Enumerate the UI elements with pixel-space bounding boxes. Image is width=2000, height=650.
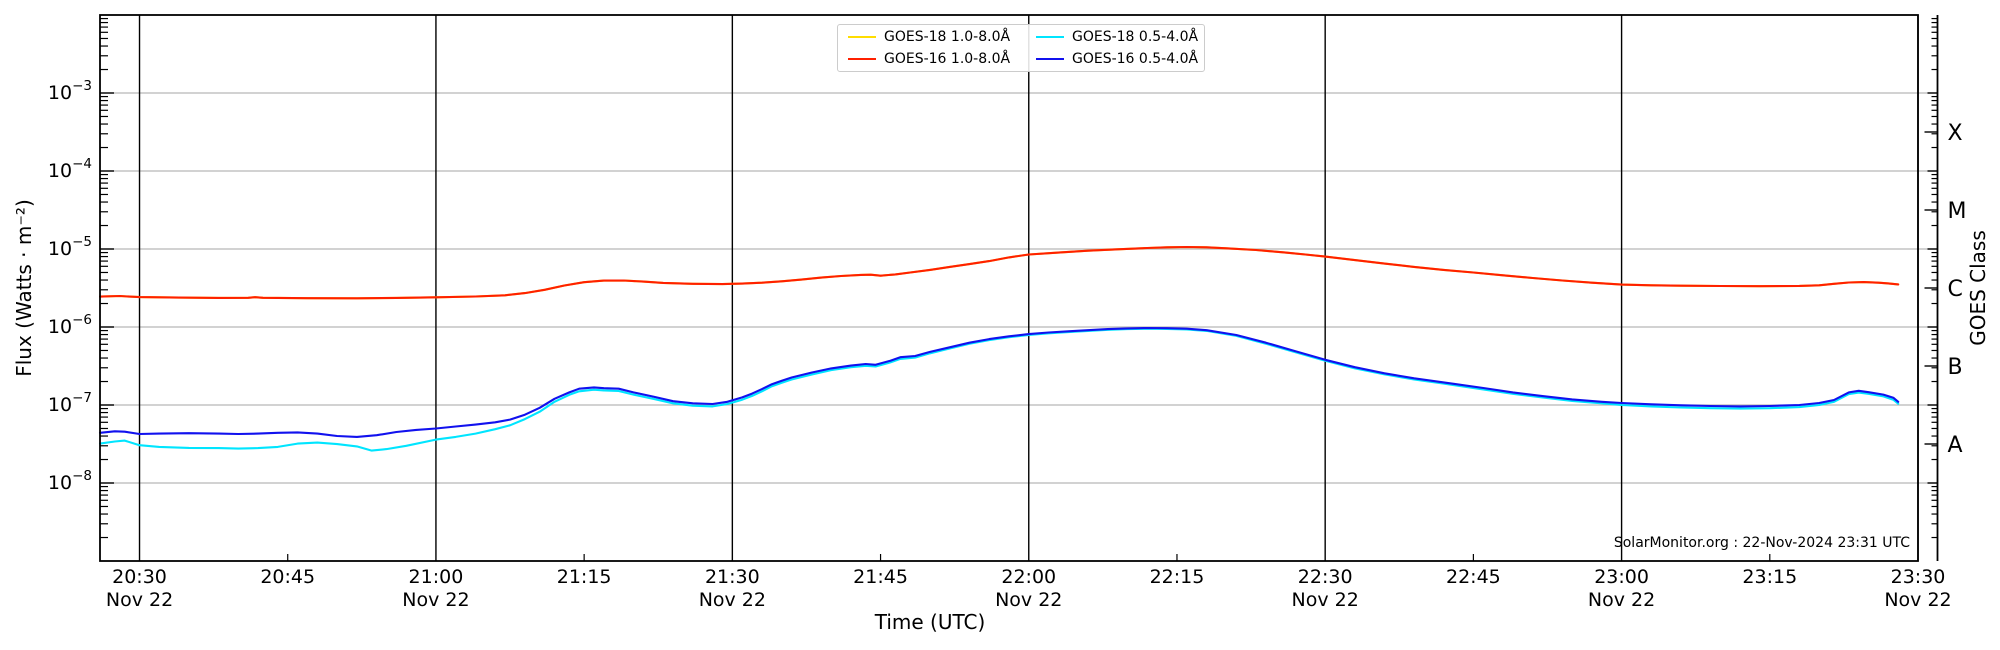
goes-class-letter: X <box>1948 121 1963 146</box>
legend-box: GOES-18 1.0-8.0Å GOES-16 1.0-8.0Å GOES-18 … <box>837 24 1205 72</box>
x-tick-date-label: Nov 22 <box>1588 589 1655 611</box>
legend-label: GOES-18 1.0-8.0Å <box>884 29 1011 45</box>
legend-line-sample <box>848 58 876 60</box>
goes-class-letter: C <box>1948 277 1963 302</box>
x-tick-label: 22:00 <box>1001 566 1056 588</box>
legend-line-sample <box>1036 36 1064 38</box>
x-axis-label: Time (UTC) <box>874 610 986 634</box>
x-tick-label: 21:15 <box>557 566 612 588</box>
x-tick-date-label: Nov 22 <box>1884 589 1951 611</box>
x-tick-label: 22:15 <box>1150 566 1205 588</box>
y-tick-label: 10−4 <box>48 156 92 182</box>
legend-line-sample <box>1036 58 1064 60</box>
plot-border <box>99 14 1919 562</box>
legend-line-sample <box>848 36 876 38</box>
legend-item: GOES-16 1.0-8.0Å <box>842 52 1030 66</box>
x-tick-date-label: Nov 22 <box>106 589 173 611</box>
x-tick-label: 23:15 <box>1742 566 1797 588</box>
y-tick-label: 10−3 <box>48 78 92 104</box>
x-tick-label: 21:00 <box>409 566 464 588</box>
x-tick-label: 20:30 <box>112 566 167 588</box>
legend-item: GOES-18 0.5-4.0Å <box>1030 30 1200 44</box>
series-line <box>98 326 1900 438</box>
x-tick-label: 22:45 <box>1446 566 1501 588</box>
series-line <box>98 245 1900 300</box>
goes-class-letter: B <box>1948 355 1963 380</box>
legend-item: GOES-16 0.5-4.0Å <box>1030 52 1200 66</box>
goes-class-letter: A <box>1948 433 1963 458</box>
x-tick-date-label: Nov 22 <box>699 589 766 611</box>
x-tick-date-label: Nov 22 <box>402 589 469 611</box>
y-tick-label: 10−8 <box>48 468 92 494</box>
x-tick-label: 21:30 <box>705 566 760 588</box>
x-tick-label: 21:45 <box>853 566 908 588</box>
x-tick-date-label: Nov 22 <box>1292 589 1359 611</box>
y-axis-label: Flux (Watts · m⁻²) <box>12 199 36 377</box>
x-tick-label: 23:30 <box>1891 566 1946 588</box>
goes-class-letter: M <box>1948 199 1967 224</box>
right-axis-label: GOES Class <box>1966 230 1990 346</box>
x-tick-label: 23:00 <box>1594 566 1649 588</box>
watermark-text: SolarMonitor.org : 22-Nov-2024 23:31 UTC <box>1613 535 1910 551</box>
series-line <box>98 327 1900 452</box>
y-tick-label: 10−5 <box>48 234 92 260</box>
y-tick-label: 10−6 <box>48 312 92 338</box>
legend-label: GOES-16 0.5-4.0Å <box>1072 51 1199 67</box>
series-line <box>98 245 1900 300</box>
x-tick-label: 22:30 <box>1298 566 1353 588</box>
x-tick-label: 20:45 <box>260 566 315 588</box>
legend-label: GOES-18 0.5-4.0Å <box>1072 29 1199 45</box>
x-tick-date-label: Nov 22 <box>995 589 1062 611</box>
y-tick-label: 10−7 <box>48 390 92 416</box>
legend-item: GOES-18 1.0-8.0Å <box>842 30 1030 44</box>
legend-label: GOES-16 1.0-8.0Å <box>884 51 1011 67</box>
